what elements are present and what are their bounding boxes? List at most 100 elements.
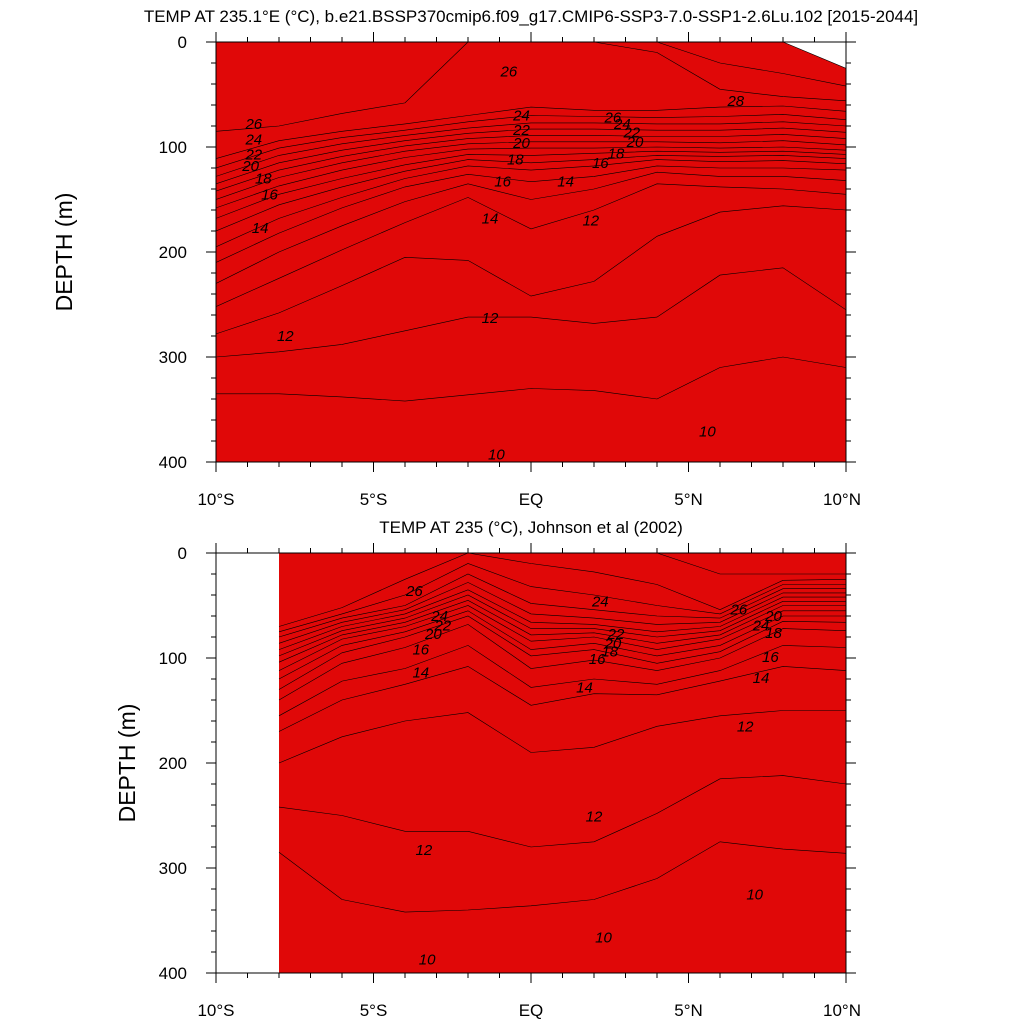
contour-label: 24 bbox=[512, 108, 530, 125]
isotherm-20 bbox=[216, 146, 846, 209]
contour-label: 10 bbox=[595, 929, 612, 946]
contour-label: 12 bbox=[416, 842, 433, 859]
y-tick-label: 200 bbox=[159, 243, 187, 262]
y-tick-label: 0 bbox=[178, 544, 187, 563]
contour-label: 16 bbox=[494, 174, 511, 191]
isotherm-12 bbox=[216, 267, 846, 358]
y-tick-label: 100 bbox=[159, 649, 187, 668]
contour-label: 20 bbox=[764, 608, 782, 625]
y-tick-label: 400 bbox=[159, 453, 187, 472]
isotherm-13 bbox=[278, 710, 846, 764]
contour-label: 26 bbox=[604, 110, 622, 127]
model-contour-labels: 2624222018161412262422201816141210282624… bbox=[241, 63, 745, 463]
y-tick-label: 200 bbox=[159, 754, 187, 773]
isotherm-18 bbox=[278, 610, 846, 680]
contour-label: 22 bbox=[433, 618, 451, 635]
contour-label: 16 bbox=[412, 642, 429, 659]
contour-band-29 bbox=[216, 42, 846, 462]
contour-label: 20 bbox=[241, 158, 259, 175]
isotherm-22 bbox=[278, 589, 846, 650]
isotherm-24 bbox=[216, 121, 846, 177]
contour-label: 28 bbox=[726, 93, 744, 110]
contour-label: 10 bbox=[746, 886, 763, 903]
contour-label: 10 bbox=[488, 447, 505, 464]
isotherm-25 bbox=[216, 114, 846, 169]
contour-label: 24 bbox=[752, 618, 770, 635]
isotherm-23 bbox=[216, 127, 846, 185]
isotherm-26 bbox=[278, 553, 846, 627]
model-panel-title: TEMP AT 235.1°E (°C), b.e21.BSSP370cmip6… bbox=[144, 7, 918, 26]
x-tick-label: 5°S bbox=[360, 1001, 388, 1020]
model-filled-contours bbox=[216, 42, 846, 462]
observed-x-tick-labels: 10°S 5°S EQ 5°N 10°N bbox=[197, 1001, 861, 1020]
model-panel-ylabel: DEPTH (m) bbox=[51, 193, 77, 312]
isotherm-14 bbox=[278, 666, 846, 732]
isotherm-14 bbox=[216, 183, 846, 307]
isotherm-21 bbox=[216, 140, 846, 200]
contour-label: 14 bbox=[753, 670, 770, 687]
isotherm-12 bbox=[278, 775, 846, 848]
isotherm-21 bbox=[278, 594, 846, 657]
isotherm-16 bbox=[216, 165, 846, 263]
isotherm-15 bbox=[216, 171, 846, 284]
contour-label: 12 bbox=[482, 310, 499, 327]
contour-label: 22 bbox=[244, 146, 262, 163]
isotherm-19 bbox=[278, 605, 846, 671]
isotherm-23 bbox=[278, 582, 846, 644]
isotherm-28 bbox=[216, 42, 846, 87]
contour-label: 16 bbox=[592, 155, 609, 172]
observed-panel-ylabel: DEPTH (m) bbox=[114, 704, 140, 823]
isotherm-26 bbox=[216, 105, 846, 159]
isotherm-25 bbox=[278, 563, 846, 633]
x-tick-label: EQ bbox=[519, 490, 544, 509]
contour-label: 16 bbox=[589, 651, 606, 668]
x-tick-label: 10°N bbox=[823, 490, 861, 509]
isotherm-20 bbox=[278, 599, 846, 663]
contour-label: 12 bbox=[586, 809, 603, 826]
contour-label: 14 bbox=[557, 174, 574, 191]
x-tick-label: 5°N bbox=[674, 490, 703, 509]
x-tick-label: 10°N bbox=[823, 1001, 861, 1020]
contour-label: 22 bbox=[622, 124, 640, 141]
contour-label: 14 bbox=[412, 665, 429, 682]
observed-contour-lines bbox=[278, 553, 846, 913]
y-tick-label: 0 bbox=[178, 33, 187, 52]
isotherm-11 bbox=[278, 841, 846, 913]
contour-label: 26 bbox=[730, 602, 748, 619]
observed-axis-ticks bbox=[206, 543, 856, 983]
model-temperature-panel: TEMP AT 235.1°E (°C), b.e21.BSSP370cmip6… bbox=[51, 7, 918, 509]
contour-label: 20 bbox=[512, 135, 530, 152]
contour-label: 12 bbox=[277, 328, 294, 345]
isotherm-17 bbox=[216, 159, 846, 248]
contour-label: 20 bbox=[604, 635, 622, 652]
isotherm-16 bbox=[278, 624, 846, 701]
contour-label: 16 bbox=[261, 186, 278, 203]
isotherm-22 bbox=[216, 134, 846, 192]
contour-label: 16 bbox=[762, 649, 779, 666]
x-tick-label: 10°S bbox=[197, 1001, 234, 1020]
observed-temperature-panel: TEMP AT 235 (°C), Johnson et al (2002) D… bbox=[114, 518, 861, 1020]
observed-panel-title: TEMP AT 235 (°C), Johnson et al (2002) bbox=[379, 518, 683, 537]
model-axis-ticks bbox=[206, 32, 856, 472]
x-tick-label: EQ bbox=[519, 1001, 544, 1020]
contour-label: 20 bbox=[626, 134, 644, 151]
y-tick-label: 100 bbox=[159, 138, 187, 157]
x-tick-label: 10°S bbox=[197, 490, 234, 509]
isotherm-13 bbox=[216, 205, 846, 335]
contour-label: 22 bbox=[607, 626, 625, 643]
isotherm-11 bbox=[216, 356, 846, 402]
isotherm-19 bbox=[216, 150, 846, 219]
observed-contour-labels: 2624222016141210242220181614121026242018… bbox=[405, 583, 782, 969]
isotherm-17 bbox=[278, 615, 846, 690]
contour-label: 18 bbox=[255, 171, 272, 188]
isotherm-15 bbox=[278, 645, 846, 717]
contour-label: 12 bbox=[737, 718, 754, 735]
observed-y-tick-labels: 0 100 200 300 400 bbox=[159, 544, 187, 983]
contour-label: 24 bbox=[591, 593, 609, 610]
isotherm-24 bbox=[278, 573, 846, 638]
contour-band-29 bbox=[279, 553, 846, 973]
isotherm-27 bbox=[279, 553, 846, 575]
contour-label: 26 bbox=[244, 116, 262, 133]
contour-label: 24 bbox=[430, 608, 448, 625]
